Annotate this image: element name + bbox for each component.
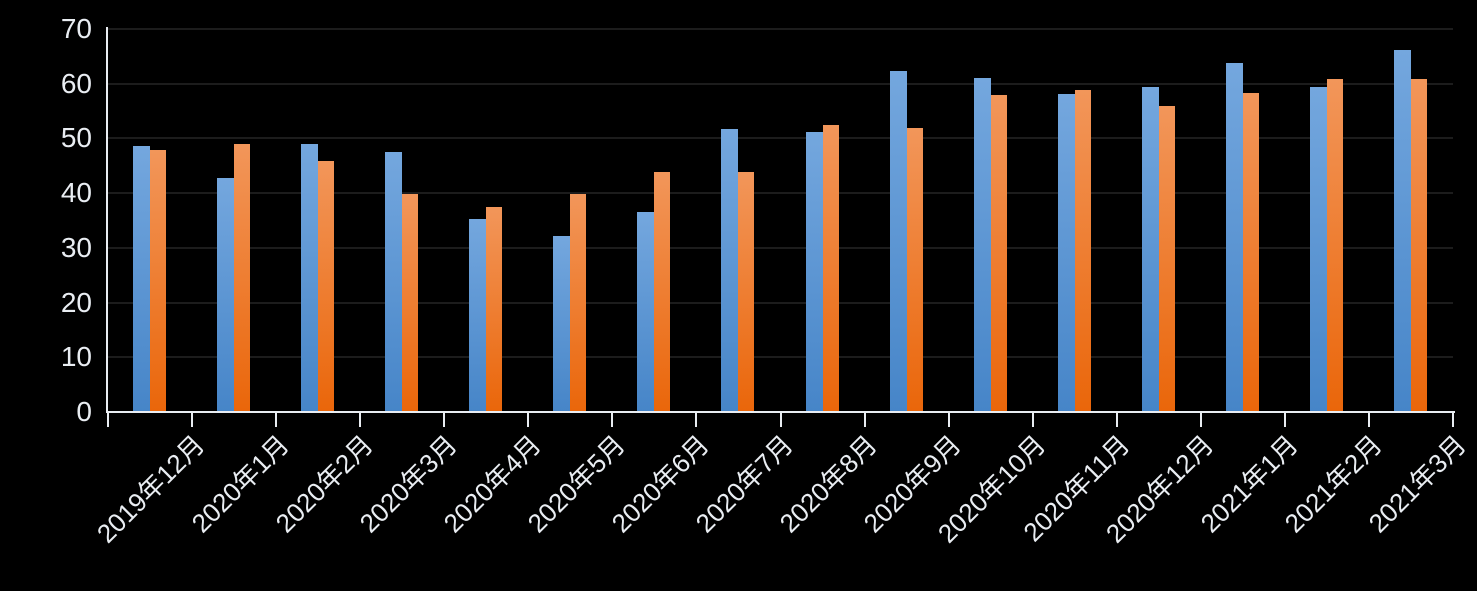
bar-blue-series: [1057, 93, 1075, 412]
bar-blue-series: [553, 236, 571, 412]
bar-orange-series: [990, 95, 1007, 412]
bar-orange-series: [402, 194, 419, 412]
x-axis-tick: [359, 413, 362, 427]
x-axis-tick: [779, 413, 782, 427]
bar-orange-series: [570, 194, 587, 412]
x-axis-label: 2019年12月: [91, 429, 211, 549]
x-axis-tick: [527, 413, 530, 427]
gridline: [108, 28, 1453, 30]
y-axis-label: 30: [60, 231, 92, 263]
bar-orange-series: [906, 127, 923, 412]
bar-blue-series: [217, 178, 235, 412]
y-axis-label: 0: [76, 396, 92, 427]
bar-blue-series: [721, 128, 739, 412]
bar-blue-series: [889, 71, 907, 412]
bar-orange-series: [1410, 78, 1427, 412]
y-axis-label: 50: [60, 122, 92, 154]
gridline: [108, 301, 1453, 304]
x-axis-line: [106, 411, 1455, 413]
bar-orange-series: [1326, 78, 1343, 412]
x-axis-tick: [443, 413, 446, 427]
plot-area: [108, 28, 1453, 412]
bar-blue-series: [1225, 62, 1243, 412]
bar-orange-series: [318, 161, 335, 412]
x-axis-tick: [695, 413, 698, 427]
y-axis-label: 20: [60, 286, 92, 318]
bar-blue-series: [133, 145, 151, 412]
x-axis-tick: [863, 413, 866, 427]
bar-blue-series: [805, 132, 823, 412]
gridline: [108, 137, 1453, 140]
bar-orange-series: [234, 144, 251, 412]
gridline: [108, 246, 1453, 249]
y-axis-label: 40: [60, 177, 92, 209]
bar-blue-series: [301, 144, 319, 412]
bar-blue-series: [469, 219, 487, 412]
bar-blue-series: [1393, 49, 1411, 412]
bar-orange-series: [150, 150, 167, 412]
bar-blue-series: [1141, 87, 1159, 412]
x-axis-tick: [1283, 413, 1286, 427]
bar-orange-series: [1242, 93, 1259, 412]
x-axis-tick: [1367, 413, 1370, 427]
y-axis-label: 10: [60, 341, 92, 373]
bar-blue-series: [637, 212, 655, 412]
gridline: [108, 356, 1453, 359]
x-axis-tick: [1452, 413, 1454, 427]
x-axis-tick: [611, 413, 614, 427]
bar-orange-series: [822, 124, 839, 412]
gridline: [108, 192, 1453, 195]
x-axis-tick: [1115, 413, 1118, 427]
bar-orange-series: [654, 172, 671, 412]
y-axis-line: [106, 27, 108, 413]
bar-blue-series: [1309, 87, 1327, 412]
x-axis-tick: [1199, 413, 1202, 427]
bar-orange-series: [1074, 89, 1091, 412]
bar-orange-series: [486, 206, 503, 412]
gridline: [108, 82, 1453, 85]
x-axis-tick: [1031, 413, 1034, 427]
x-axis-tick: [191, 413, 194, 427]
bar-orange-series: [1158, 106, 1175, 412]
x-axis-tick: [107, 413, 109, 427]
bar-blue-series: [973, 78, 991, 412]
y-axis-label: 70: [60, 13, 92, 44]
x-axis-tick: [947, 413, 950, 427]
y-axis-label: 60: [60, 67, 92, 99]
bar-blue-series: [385, 151, 403, 412]
x-axis-tick: [275, 413, 278, 427]
bar-orange-series: [738, 172, 755, 412]
